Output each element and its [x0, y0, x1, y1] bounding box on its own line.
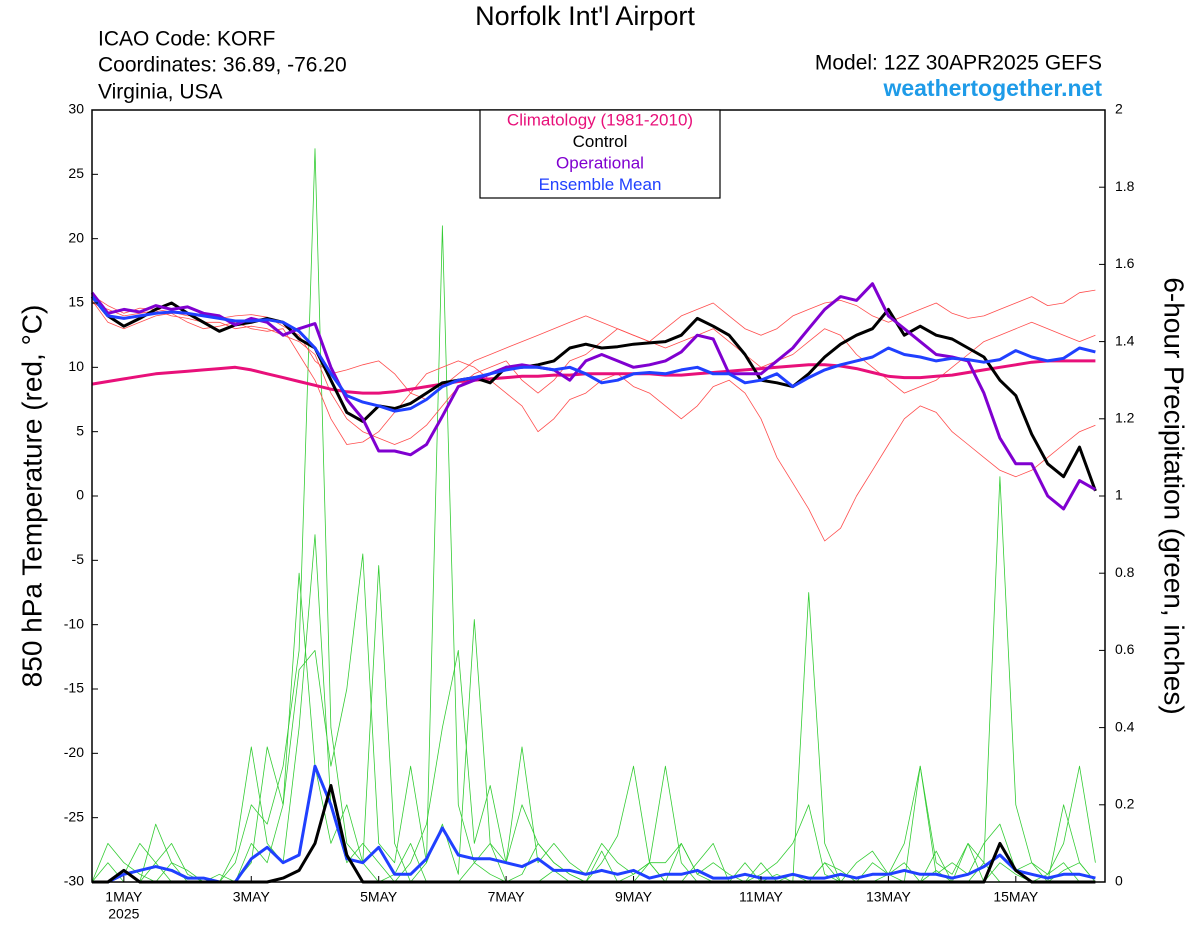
series-line [90, 295, 1097, 492]
y-tick-label: 10 [68, 358, 84, 374]
chart-title: Norfolk Int'l Airport [475, 1, 695, 31]
model-label: Model: 12Z 30APR2025 GEFS [815, 52, 1102, 75]
info-line: Virginia, USA [98, 81, 223, 104]
y-tick-label: -25 [64, 808, 84, 824]
y2-tick-label: 0.4 [1115, 718, 1135, 734]
y2-tick-label: 0.8 [1115, 564, 1135, 580]
source-label: weathertogether.net [882, 75, 1102, 101]
info-line: Coordinates: 36.89, -76.20 [98, 54, 347, 77]
series-line [91, 289, 1096, 445]
series-line [92, 764, 1096, 884]
x-tick-label: 9MAY [615, 889, 653, 905]
plot-frame [91, 109, 1106, 883]
y-tick-label: 20 [68, 229, 84, 245]
y-tick-label: -20 [64, 744, 84, 760]
y2-tick-label: 1.2 [1115, 410, 1135, 426]
y2-tick-label: 0.6 [1115, 641, 1135, 657]
legend-label: Climatology (1981-2010) [507, 110, 693, 129]
year-label: 2025 [108, 906, 139, 922]
y-axis-label: 850 hPa Temperature (red, °C) [16, 305, 47, 688]
series-line [92, 476, 1096, 883]
y2-tick-label: 1.6 [1115, 255, 1135, 271]
legend-label: Ensemble Mean [539, 175, 662, 194]
y-tick-label: -30 [64, 873, 84, 889]
y2-tick-label: 1.4 [1115, 332, 1135, 348]
series-line [91, 359, 1096, 395]
y2-tick-label: 1 [1115, 487, 1123, 503]
y-tick-label: -15 [64, 680, 84, 696]
y-tick-label: 30 [68, 101, 84, 117]
y2-tick-label: 1.8 [1115, 178, 1135, 194]
legend-box [479, 109, 721, 199]
y-tick-label: 5 [76, 422, 84, 438]
x-tick-label: 5MAY [360, 889, 398, 905]
y-tick-label: 0 [76, 487, 84, 503]
series-line [90, 295, 1096, 413]
legend-label: Operational [556, 153, 644, 172]
y-tick-label: -5 [72, 551, 85, 567]
y-tick-label: 15 [68, 294, 84, 310]
y2-axis-label: 6-hour Precipitation (green, inches) [1159, 277, 1190, 714]
x-tick-label: 15MAY [993, 889, 1039, 905]
series-line [90, 282, 1097, 511]
series-line [91, 553, 1096, 883]
series-line [91, 300, 1096, 542]
series-line [91, 294, 1096, 400]
series-line [92, 148, 1096, 883]
legend-label: Control [573, 132, 628, 151]
y-tick-label: 25 [68, 165, 84, 181]
y-tick-label: -10 [64, 615, 84, 631]
x-tick-label: 11MAY [739, 889, 783, 905]
x-tick-label: 13MAY [866, 889, 912, 905]
y2-tick-label: 0 [1115, 873, 1123, 889]
x-tick-label: 7MAY [488, 889, 526, 905]
plot-area [90, 148, 1097, 884]
x-tick-label: 3MAY [233, 889, 271, 905]
y2-tick-label: 0.2 [1115, 796, 1135, 812]
x-tick-label: 1MAY [105, 889, 143, 905]
y2-tick-label: 2 [1115, 101, 1123, 117]
info-line: ICAO Code: KORF [98, 28, 275, 51]
